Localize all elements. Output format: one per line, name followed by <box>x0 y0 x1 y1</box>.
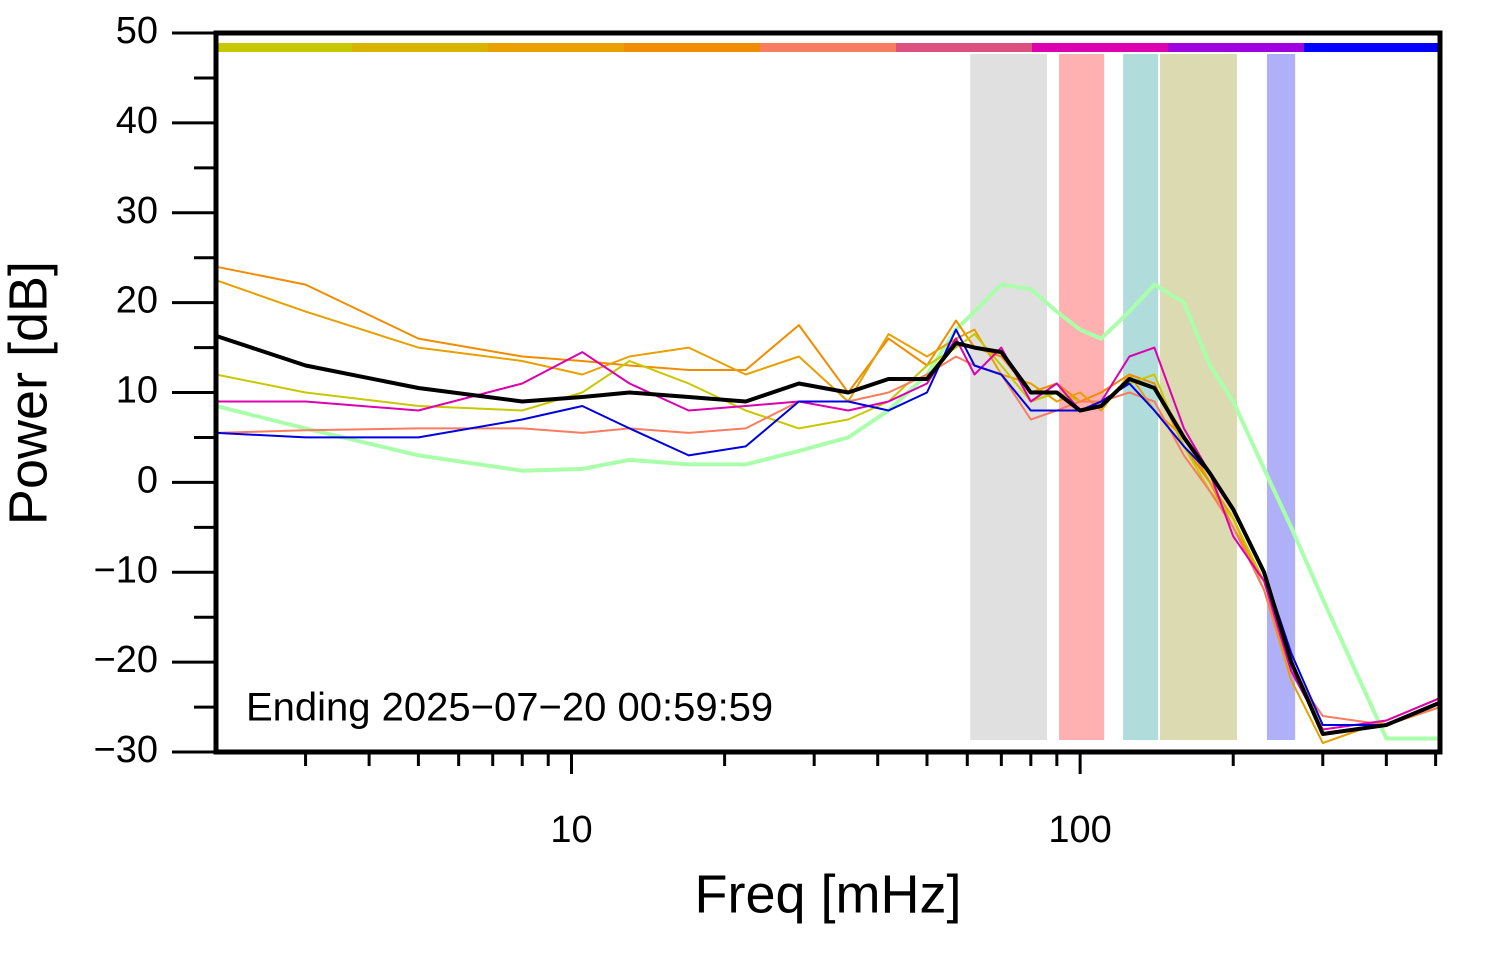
y-tick-label: −10 <box>94 549 158 591</box>
x-tick-label: 10 <box>550 809 592 851</box>
top-bar-segment <box>1032 43 1169 52</box>
top-bar-segment <box>760 43 897 52</box>
top-bar-segment <box>624 43 761 52</box>
series-line <box>216 337 1441 731</box>
y-tick-label: 40 <box>116 100 158 142</box>
series-line <box>215 334 1441 736</box>
y-tick-label: 30 <box>116 190 158 232</box>
top-bar-segment <box>216 43 353 52</box>
series-line <box>215 265 1441 726</box>
series-line <box>215 279 1441 744</box>
top-bar-segment <box>488 43 625 52</box>
top-bar-segment <box>352 43 489 52</box>
top-bar-segment <box>1168 43 1305 52</box>
band <box>970 54 1048 740</box>
y-tick-label: −30 <box>94 729 158 771</box>
series-line <box>215 355 1441 726</box>
y-tick-label: 10 <box>116 370 158 412</box>
y-tick-label: 20 <box>116 280 158 322</box>
x-axis-label: Freq [mHz] <box>694 864 961 924</box>
series-line <box>215 333 1441 726</box>
plot-frame <box>213 30 1443 755</box>
top-bar-segment <box>1304 43 1441 52</box>
series-line <box>215 282 1440 741</box>
y-tick-label: −20 <box>94 639 158 681</box>
y-tick-label: 0 <box>137 459 158 501</box>
annotation: Ending 2025−07−20 00:59:59 <box>246 686 773 730</box>
y-tick-label: 50 <box>116 10 158 52</box>
x-tick-label: 100 <box>1048 809 1111 851</box>
y-axis-label: Power [dB] <box>0 261 58 525</box>
top-bar-segment <box>896 43 1033 52</box>
